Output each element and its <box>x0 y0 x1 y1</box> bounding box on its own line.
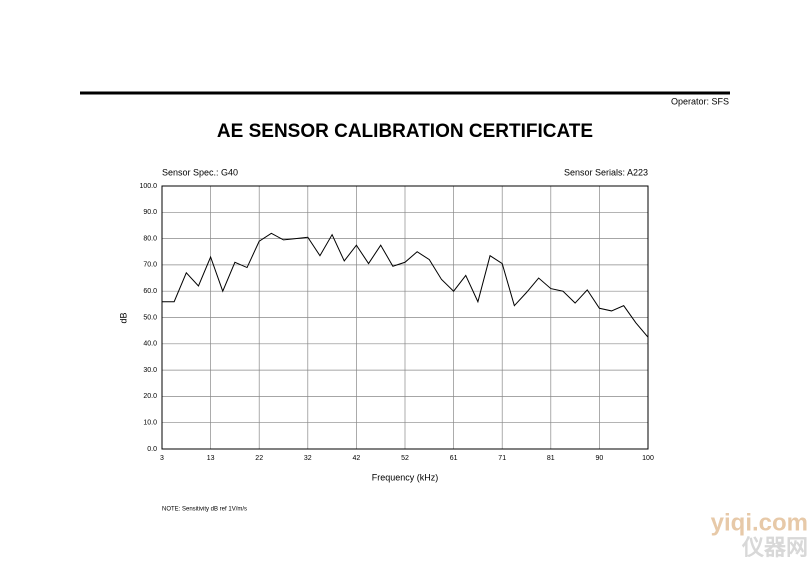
y-tick-label: 70.0 <box>143 262 157 269</box>
sensor-spec: Sensor Spec.: G40 <box>162 167 238 177</box>
x-tick-label: 90 <box>596 455 604 462</box>
x-tick-label: 22 <box>255 455 263 462</box>
x-tick-label: 3 <box>160 455 164 462</box>
y-tick-label: 90.0 <box>143 209 157 216</box>
operator: Operator: SFS <box>671 96 729 106</box>
y-tick-label: 40.0 <box>143 341 157 348</box>
y-axis-label: dB <box>118 312 128 323</box>
title: AE SENSOR CALIBRATION CERTIFICATE <box>217 121 593 142</box>
y-tick-label: 0.0 <box>147 446 157 453</box>
y-tick-label: 10.0 <box>143 420 157 427</box>
x-tick-label: 13 <box>207 455 215 462</box>
x-tick-label: 42 <box>353 455 361 462</box>
watermark-site: yiqi.com <box>711 509 808 536</box>
x-tick-label: 32 <box>304 455 312 462</box>
y-tick-label: 60.0 <box>143 288 157 295</box>
x-axis-label: Frequency (kHz) <box>372 472 439 482</box>
note: NOTE: Sensitivity dB ref 1V/m/s <box>162 507 247 513</box>
watermark-name: 仪器网 <box>741 535 808 560</box>
y-tick-label: 20.0 <box>143 393 157 400</box>
y-tick-label: 50.0 <box>143 314 157 321</box>
plot-frame <box>161 185 649 450</box>
x-tick-label: 100 <box>642 455 654 462</box>
y-tick-label: 30.0 <box>143 367 157 374</box>
y-tick-label: 100.0 <box>139 183 157 190</box>
y-tick-label: 80.0 <box>143 235 157 242</box>
data-line <box>162 232 649 338</box>
x-tick-label: 61 <box>450 455 458 462</box>
sensor-serials: Sensor Serials: A223 <box>564 167 648 177</box>
x-tick-label: 71 <box>498 455 506 462</box>
x-tick-label: 52 <box>401 455 409 462</box>
x-tick-label: 81 <box>547 455 555 462</box>
